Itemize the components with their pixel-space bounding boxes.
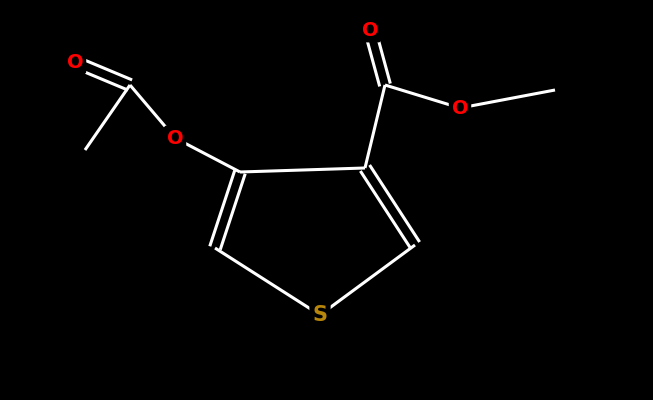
Text: S: S bbox=[313, 305, 328, 325]
Text: O: O bbox=[362, 20, 378, 40]
Text: O: O bbox=[67, 52, 84, 72]
Text: O: O bbox=[167, 128, 183, 148]
Text: O: O bbox=[452, 98, 468, 118]
